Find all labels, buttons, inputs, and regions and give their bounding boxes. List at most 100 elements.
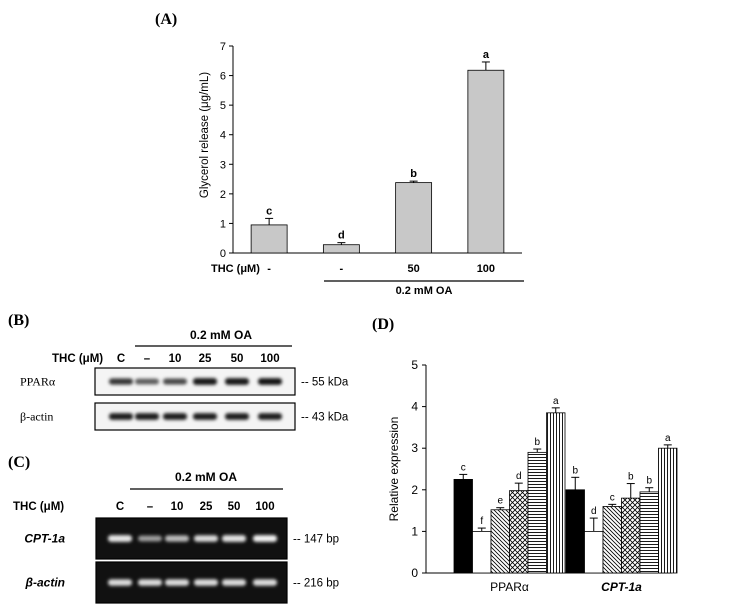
panel-d-y-tick-label: 4 bbox=[411, 400, 418, 414]
panel-b-band bbox=[225, 378, 249, 385]
panel-d-bar bbox=[621, 497, 641, 574]
panel-b-lane-label: 50 bbox=[231, 353, 244, 365]
panel-d-bar bbox=[546, 412, 566, 574]
panel-d-significance-letter: b bbox=[572, 465, 578, 476]
panel-d-bar bbox=[527, 451, 547, 574]
panel-d-y-tick-label: 5 bbox=[411, 358, 418, 372]
panel-d-significance-letter: e bbox=[497, 496, 503, 507]
panel-c-band bbox=[165, 579, 189, 586]
panel-c-band bbox=[108, 579, 132, 586]
panel-a-significance-letter: a bbox=[483, 49, 490, 61]
panel-b-band bbox=[135, 413, 159, 420]
panel-d-category-label: PPARα bbox=[490, 580, 529, 594]
panel-d-significance-letter: d bbox=[516, 471, 522, 482]
panel-a-thc-value: 50 bbox=[408, 263, 420, 275]
panel-d-bar bbox=[584, 531, 604, 574]
panel-b-band bbox=[193, 413, 217, 420]
panel-d-significance-letter: f bbox=[480, 516, 483, 527]
panel-a-thc-value: 100 bbox=[477, 263, 495, 275]
panel-a-significance-letter: c bbox=[266, 205, 272, 217]
panel-c-row-name: CPT-1a bbox=[24, 532, 65, 546]
panel-a-thc-value: - bbox=[340, 263, 344, 275]
panel-d-significance-letter: d bbox=[591, 506, 597, 517]
panel-a-y-tick-label: 7 bbox=[220, 41, 226, 53]
panel-a-y-tick-label: 1 bbox=[220, 218, 226, 230]
panel-b-lane-label: – bbox=[144, 353, 151, 365]
panel-a-label: (A) bbox=[155, 11, 177, 28]
panel-c-size-label: -- 147 bp bbox=[293, 534, 339, 546]
panel-c-thc-label: THC (μM) bbox=[13, 501, 64, 513]
panel-b-label: (B) bbox=[8, 312, 29, 329]
panel-a-bars: c d b a bbox=[250, 49, 505, 254]
panel-d-bar bbox=[639, 491, 659, 574]
panel-a-bar bbox=[467, 69, 505, 254]
panel-c: (C) 0.2 mM OA THC (μM) C – 10 25 50 100 CPT-1… bbox=[8, 454, 339, 604]
panel-b-band bbox=[258, 378, 282, 385]
panel-c-lane-label: 25 bbox=[200, 501, 213, 513]
panel-c-lane-label: C bbox=[116, 501, 124, 513]
panel-c-band bbox=[138, 579, 162, 586]
panel-b-lane-label: C bbox=[117, 353, 125, 365]
panel-d-significance-letter: a bbox=[665, 433, 671, 444]
panel-c-lane-label: 10 bbox=[171, 501, 184, 513]
panel-d-bar bbox=[602, 506, 622, 574]
panel-d-significance-letter: a bbox=[553, 396, 559, 407]
panel-a-bar bbox=[322, 244, 360, 254]
panel-b-thc-label: THC (μM) bbox=[52, 353, 103, 365]
panel-b-band bbox=[109, 413, 133, 420]
panel-b-band bbox=[258, 413, 282, 420]
panel-c-band bbox=[253, 579, 277, 586]
panel-d-bar bbox=[490, 509, 510, 574]
panel-c-lane-labels: C – 10 25 50 100 bbox=[116, 501, 275, 513]
panel-d-category-label: CPT-1a bbox=[601, 580, 642, 594]
panel-b-blot-rows: PPARα -- 55 kDa β-actin -- 43 kDa bbox=[20, 367, 349, 431]
panel-b-band bbox=[135, 378, 159, 385]
panel-d-bar bbox=[565, 489, 585, 574]
panel-d-y-tick-label: 2 bbox=[411, 483, 418, 497]
panel-c-band bbox=[222, 535, 246, 542]
panel-a-y-tick-label: 3 bbox=[220, 159, 226, 171]
panel-b-lane-labels: C – 10 25 50 100 bbox=[117, 353, 280, 365]
panel-d-category-labels: PPARα CPT-1a bbox=[490, 580, 642, 594]
panel-d-significance-letter: c bbox=[461, 462, 466, 473]
panel-a-category-labels: - - 50 100 bbox=[267, 263, 495, 275]
panel-d-y-tick-label: 0 bbox=[411, 566, 418, 580]
panel-d-y-tick-label: 3 bbox=[411, 441, 418, 455]
panel-d-significance-letter: b bbox=[646, 476, 652, 487]
panel-c-band bbox=[138, 535, 162, 542]
panel-c-lane-label: 50 bbox=[228, 501, 241, 513]
panel-b-band bbox=[163, 378, 187, 385]
panel-c-oa-label: 0.2 mM OA bbox=[175, 470, 237, 484]
panel-d-y-axis-label: Relative expression bbox=[387, 417, 401, 522]
panel-c-band bbox=[194, 579, 218, 586]
panel-b-band bbox=[193, 378, 217, 385]
panel-b-lane-label: 100 bbox=[260, 353, 279, 365]
panel-c-band bbox=[222, 579, 246, 586]
panel-b-band bbox=[109, 378, 133, 385]
panel-a-y-tick-label: 6 bbox=[220, 71, 226, 83]
panel-a-y-axis-label: Glycerol release (μg/mL) bbox=[199, 72, 211, 198]
panel-a-y-tick-label: 2 bbox=[220, 189, 226, 201]
panel-b-size-label: -- 55 kDa bbox=[301, 377, 349, 389]
panel-a-thc-value: - bbox=[267, 263, 271, 275]
panel-a-y-tick-label: 5 bbox=[220, 100, 226, 112]
panel-d-significance-letter: b bbox=[628, 472, 634, 483]
panel-c-gel-rows: CPT-1a -- 147 bp β-actin -- 216 bp bbox=[24, 517, 339, 604]
panel-b-band bbox=[163, 413, 187, 420]
panel-a-significance-letter: d bbox=[338, 230, 345, 242]
panel-c-size-label: -- 216 bp bbox=[293, 578, 339, 590]
panel-a-oa-label: 0.2 mM OA bbox=[396, 285, 453, 297]
panel-a-y-tick-label: 4 bbox=[220, 130, 226, 142]
panel-d-significance-letter: c bbox=[610, 492, 615, 503]
panel-a-significance-letter: b bbox=[410, 168, 417, 180]
panel-d-bar bbox=[658, 447, 678, 574]
panel-c-label: (C) bbox=[8, 454, 30, 471]
panel-d-bar bbox=[509, 490, 529, 574]
panel-d-significance-letter: b bbox=[534, 437, 540, 448]
panel-b-lane-label: 25 bbox=[199, 353, 212, 365]
panel-d-bar bbox=[472, 531, 492, 574]
panel-d-bar bbox=[453, 478, 473, 574]
